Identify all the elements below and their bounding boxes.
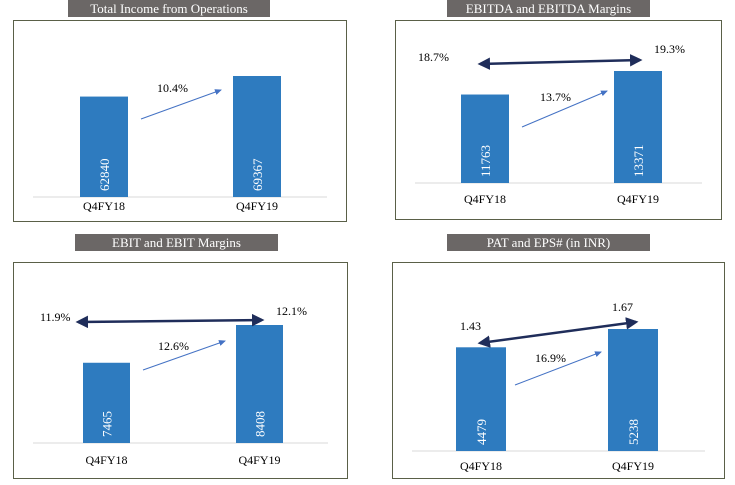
growth-label: 12.6% xyxy=(158,339,189,353)
margin-label: 1.67 xyxy=(612,300,633,314)
margin-label: 11.9% xyxy=(40,310,71,324)
chart-title: EBIT and EBIT Margins xyxy=(75,234,278,251)
margin-label: 18.7% xyxy=(418,50,449,64)
margin-line xyxy=(477,317,639,348)
margin-label: 19.3% xyxy=(654,42,685,56)
bar-value-label: 4479 xyxy=(474,419,489,445)
x-tick-label: Q4FY18 xyxy=(464,192,506,206)
growth-label: 13.7% xyxy=(540,90,571,104)
chart-panel xyxy=(13,262,348,479)
growth-arrow xyxy=(514,351,602,386)
bar-value-label: 5238 xyxy=(626,419,641,445)
margin-line xyxy=(75,313,265,329)
x-tick-label: Q4FY18 xyxy=(460,459,502,473)
bar-value-label: 62840 xyxy=(97,159,112,192)
bar xyxy=(80,96,128,197)
x-tick-label: Q4FY18 xyxy=(85,453,127,467)
x-tick-label: Q4FY19 xyxy=(612,459,654,473)
chart-panel xyxy=(13,20,347,222)
bar-value-label: 7465 xyxy=(100,411,115,437)
margin-label: 12.1% xyxy=(276,304,307,318)
bar xyxy=(614,71,662,183)
chart-title: PAT and EPS# (in INR) xyxy=(447,234,650,251)
growth-label: 16.9% xyxy=(535,351,566,365)
chart-panel xyxy=(392,262,725,479)
bar-value-label: 8408 xyxy=(253,411,268,437)
bar xyxy=(608,329,658,451)
bar-value-label: 11763 xyxy=(478,145,493,177)
bar-value-label: 69367 xyxy=(250,158,265,191)
margin-line xyxy=(477,54,643,70)
bar xyxy=(233,76,281,197)
margin-label: 1.43 xyxy=(460,319,481,333)
bar-value-label: 13371 xyxy=(631,145,646,178)
bar xyxy=(461,94,509,183)
x-tick-label: Q4FY18 xyxy=(83,199,125,213)
bar xyxy=(83,362,130,443)
growth-label: 10.4% xyxy=(157,81,188,95)
x-tick-label: Q4FY19 xyxy=(236,199,278,213)
chart-title: EBITDA and EBITDA Margins xyxy=(447,0,650,17)
growth-arrow xyxy=(142,340,226,371)
growth-arrow xyxy=(521,90,608,128)
bar xyxy=(236,325,283,443)
x-tick-label: Q4FY19 xyxy=(238,453,280,467)
x-tick-label: Q4FY19 xyxy=(617,192,659,206)
chart-panel xyxy=(395,20,722,220)
growth-arrow xyxy=(140,89,222,120)
chart-title: Total Income from Operations xyxy=(68,0,270,17)
bar xyxy=(456,347,506,451)
